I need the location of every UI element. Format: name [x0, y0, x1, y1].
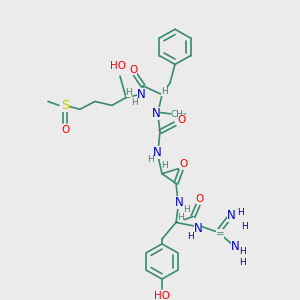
- Text: H: H: [238, 247, 245, 256]
- Text: H: H: [237, 208, 243, 217]
- Text: N: N: [175, 196, 183, 209]
- Text: O: O: [61, 125, 69, 135]
- Text: H: H: [162, 161, 168, 170]
- Text: H: H: [238, 258, 245, 267]
- Text: HO: HO: [110, 61, 126, 71]
- Text: H: H: [147, 154, 153, 164]
- Text: O: O: [129, 65, 137, 75]
- Text: H: H: [183, 205, 189, 214]
- Text: H: H: [132, 98, 138, 107]
- Text: H: H: [126, 88, 132, 97]
- Text: H: H: [241, 222, 248, 231]
- Text: H: H: [178, 213, 184, 222]
- Text: N: N: [194, 222, 202, 235]
- Text: N: N: [153, 146, 161, 159]
- Text: CH₃: CH₃: [171, 110, 187, 118]
- Text: N: N: [231, 240, 239, 253]
- Text: O: O: [196, 194, 204, 204]
- Text: =: =: [216, 229, 224, 239]
- Text: N: N: [152, 107, 160, 120]
- Text: N: N: [226, 209, 236, 222]
- Text: HO: HO: [154, 291, 170, 300]
- Text: N: N: [136, 88, 146, 101]
- Text: O: O: [178, 115, 186, 125]
- Text: H: H: [187, 232, 194, 241]
- Text: S: S: [61, 99, 69, 112]
- Text: H: H: [160, 87, 167, 96]
- Text: O: O: [179, 159, 187, 169]
